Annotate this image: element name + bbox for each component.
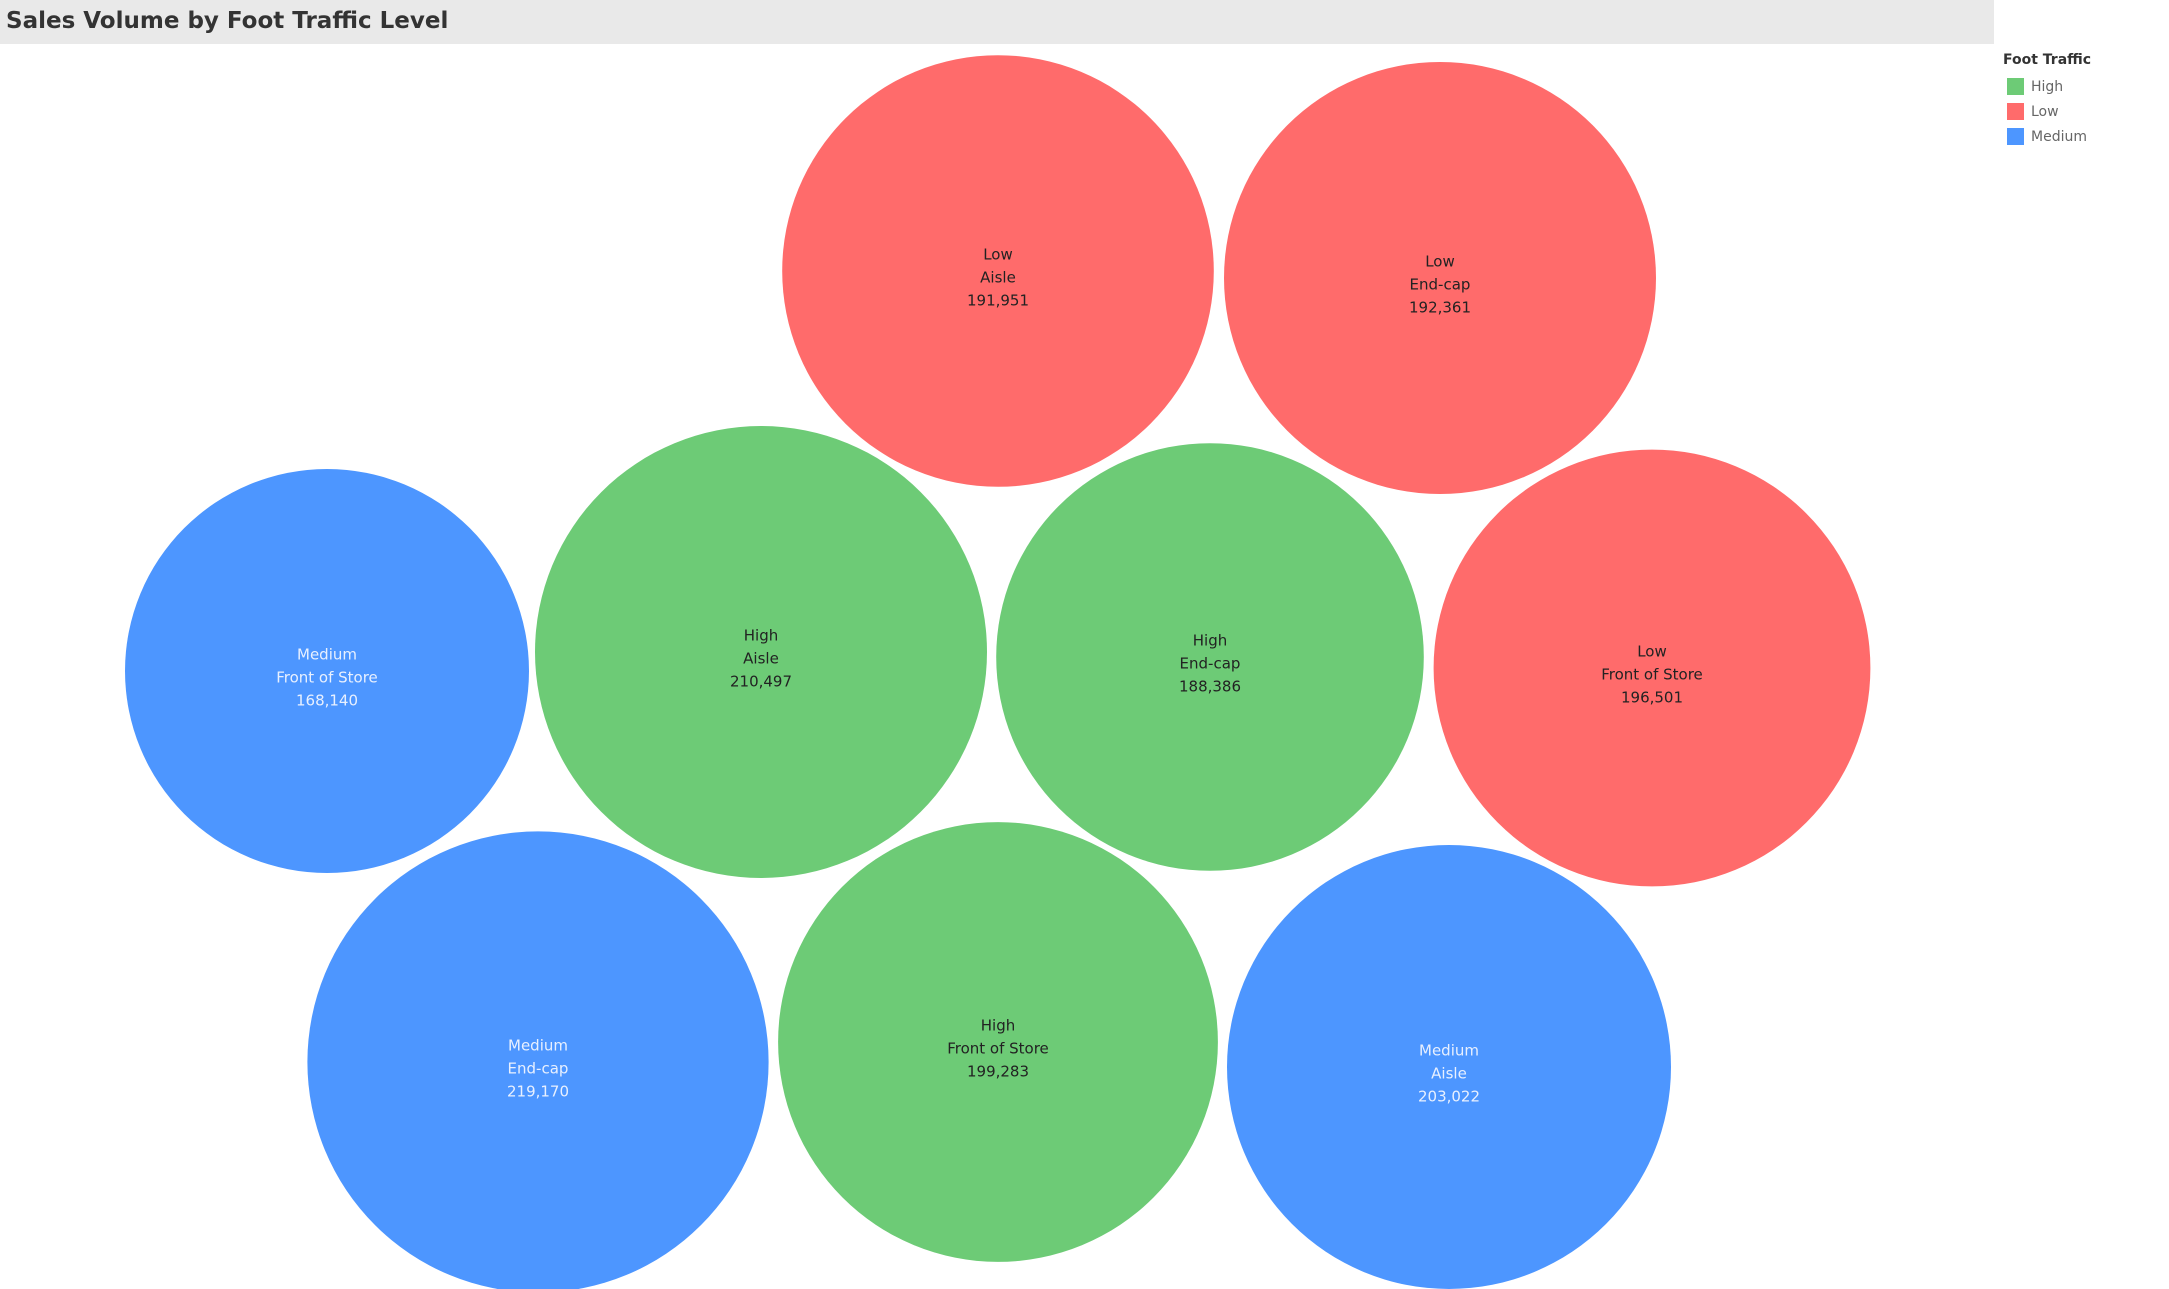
bubble-circle[interactable] [1227,845,1671,1289]
bubble-value-label: 210,497 [730,673,792,691]
bubble-traffic-label: Low [983,246,1013,264]
bubble-circle[interactable] [778,822,1218,1262]
bubble-circle[interactable] [125,469,529,873]
bubble-value-label: 196,501 [1621,689,1683,707]
bubble-circle[interactable] [996,443,1424,871]
bubble-value-label: 188,386 [1179,678,1241,696]
legend-item-medium[interactable]: Medium [2003,124,2091,149]
legend-label-medium: Medium [2031,128,2087,145]
bubble-traffic-label: Medium [297,646,357,664]
bubble-placement-label: Front of Store [1601,666,1703,684]
bubble-high-aisle[interactable]: High Aisle 210,497 [535,426,987,878]
bubble-traffic-label: High [744,627,778,645]
bubble-placement-label: Front of Store [276,669,378,687]
bubble-value-label: 191,951 [967,292,1029,310]
bubble-placement-label: End-cap [508,1060,569,1078]
legend-swatch-high [2007,78,2024,95]
legend-title: Foot Traffic [2003,52,2092,68]
legend-swatch-medium [2007,128,2024,145]
bubble-circle[interactable] [1433,449,1871,887]
bubble-value-label: 199,283 [967,1063,1029,1081]
title-bar: Sales Volume by Foot Traffic Level [0,0,1994,44]
bubble-value-label: 192,361 [1409,299,1471,317]
bubble-placement-label: End-cap [1180,655,1241,673]
bubble-placement-label: Aisle [1431,1065,1467,1083]
bubble-high-front-of-store[interactable]: High Front of Store 199,283 [778,822,1218,1262]
legend-item-high[interactable]: High [2003,74,2091,99]
chart-title: Sales Volume by Foot Traffic Level [6,8,449,34]
bubble-low-end-cap[interactable]: Low End-cap 192,361 [1224,62,1656,494]
bubble-low-aisle[interactable]: Low Aisle 191,951 [782,55,1214,487]
bubble-traffic-label: High [1193,632,1227,650]
bubble-placement-label: Aisle [980,269,1016,287]
bubble-traffic-label: Low [1637,643,1667,661]
bubble-circle[interactable] [1224,62,1656,494]
legend-label-high: High [2031,78,2064,95]
bubble-medium-aisle[interactable]: Medium Aisle 203,022 [1227,845,1671,1289]
legend-label-low: Low [2031,103,2059,120]
bubble-traffic-label: Medium [508,1037,568,1055]
bubble-circle[interactable] [782,55,1214,487]
bubble-traffic-label: Low [1425,253,1455,271]
bubble-low-front-of-store[interactable]: Low Front of Store 196,501 [1433,449,1871,887]
bubble-medium-end-cap[interactable]: Medium End-cap 219,170 [307,831,769,1289]
bubble-high-end-cap[interactable]: High End-cap 188,386 [996,443,1424,871]
legend: Foot Traffic High Low Medium [2003,52,2091,149]
legend-swatch-low [2007,103,2024,120]
bubble-placement-label: Aisle [743,650,779,668]
bubble-medium-front-of-store[interactable]: Medium Front of Store 168,140 [125,469,529,873]
bubble-value-label: 219,170 [507,1083,569,1101]
bubble-value-label: 168,140 [296,692,358,710]
bubble-placement-label: Front of Store [947,1040,1049,1058]
bubble-placement-label: End-cap [1410,276,1471,294]
legend-item-low[interactable]: Low [2003,99,2091,124]
bubble-circle[interactable] [535,426,987,878]
bubble-traffic-label: High [981,1017,1015,1035]
bubble-traffic-label: Medium [1419,1042,1479,1060]
bubble-circle[interactable] [307,831,769,1289]
bubble-value-label: 203,022 [1418,1088,1480,1106]
bubble-chart: Low Aisle 191,951 Low End-cap 192,361 Medium Fr… [125,55,1871,1289]
